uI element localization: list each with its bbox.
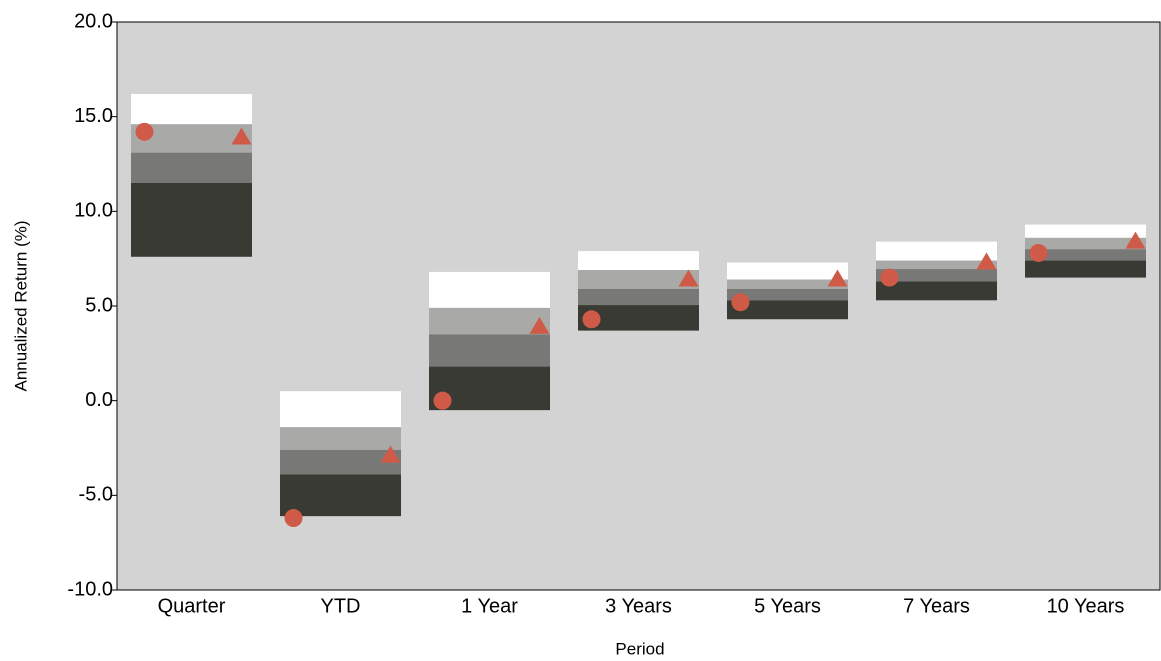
circle-marker (1029, 243, 1048, 262)
circle-marker (433, 391, 452, 410)
percentile-band (727, 300, 848, 320)
percentile-band (280, 474, 401, 517)
percentile-band (578, 270, 699, 289)
y-tick-label: 10.0 (74, 200, 113, 222)
triangle-marker (529, 316, 550, 334)
percentile-band (876, 260, 997, 270)
percentile-band (876, 269, 997, 282)
x-axis-title: Period (615, 639, 664, 658)
y-tick-label: 0.0 (85, 389, 113, 411)
percentile-band (1025, 224, 1146, 238)
percentile-band (578, 288, 699, 306)
y-tick-label: 15.0 (74, 105, 113, 127)
percentile-band (131, 152, 252, 183)
triangle-marker (231, 127, 252, 145)
x-tick-label: 1 Year (461, 595, 518, 617)
triangle-marker (827, 269, 848, 287)
percentile-band (727, 279, 848, 289)
y-tick-label: -10.0 (67, 578, 113, 600)
circle-marker (731, 293, 750, 312)
triangle-marker (976, 252, 997, 270)
percentile-band (876, 241, 997, 261)
y-axis-title: Annualized Return (%) (11, 220, 30, 391)
triangle-marker (1125, 231, 1146, 249)
percentile-band (727, 262, 848, 280)
percentile-band (131, 182, 252, 257)
y-tick-label: 20.0 (74, 10, 113, 32)
percentile-band (1025, 249, 1146, 261)
circle-marker (284, 509, 303, 528)
percentile-band (876, 281, 997, 301)
percentile-band (1025, 260, 1146, 278)
x-tick-label: 3 Years (605, 595, 672, 617)
x-tick-label: YTD (321, 595, 361, 617)
circle-marker (582, 310, 601, 329)
percentile-band (131, 93, 252, 125)
percentile-band (727, 288, 848, 301)
x-tick-label: Quarter (158, 595, 226, 617)
x-tick-label: 10 Years (1047, 595, 1125, 617)
circle-marker (135, 122, 154, 141)
percentile-band (280, 427, 401, 450)
x-tick-label: 7 Years (903, 595, 970, 617)
percentile-band (429, 271, 550, 308)
percentile-band (429, 307, 550, 335)
percentile-band (1025, 237, 1146, 250)
triangle-marker (678, 269, 699, 287)
circle-marker (880, 268, 899, 287)
y-tick-label: 5.0 (85, 294, 113, 316)
percentile-band (578, 251, 699, 271)
x-tick-label: 5 Years (754, 595, 821, 617)
percentile-band (280, 391, 401, 428)
percentile-band (429, 334, 550, 367)
triangle-marker (380, 445, 401, 463)
y-tick-label: -5.0 (79, 484, 113, 506)
